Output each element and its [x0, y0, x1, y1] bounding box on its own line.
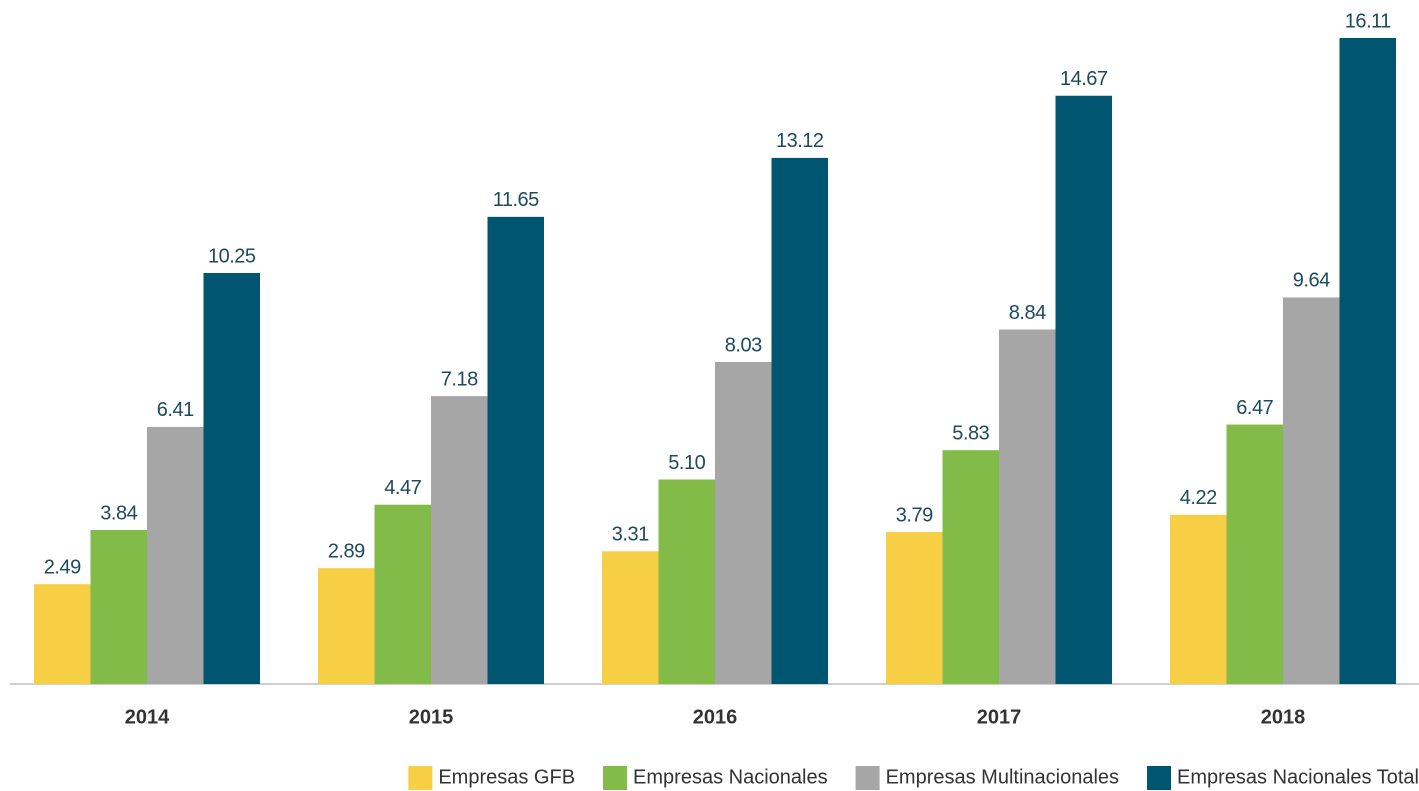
bar	[886, 532, 943, 684]
bar	[487, 216, 544, 684]
legend-swatch	[603, 766, 628, 790]
bar	[374, 504, 431, 684]
bar	[1226, 424, 1283, 684]
value-label: 4.47	[384, 477, 421, 499]
value-label: 3.84	[100, 502, 137, 524]
value-label: 9.64	[1293, 270, 1330, 292]
bar	[1170, 514, 1227, 684]
bar	[658, 479, 715, 684]
x-tick-label: 2016	[693, 706, 738, 728]
value-label: 8.03	[725, 334, 762, 356]
bar	[34, 584, 91, 684]
bar	[147, 426, 204, 684]
value-label: 16.11	[1345, 10, 1391, 32]
bar	[999, 329, 1056, 684]
bar	[431, 396, 488, 684]
value-label: 2.89	[328, 540, 365, 562]
value-label: 14.67	[1060, 68, 1108, 90]
value-label: 6.47	[1236, 397, 1273, 419]
value-label: 3.79	[896, 504, 933, 526]
value-label: 4.22	[1180, 487, 1217, 509]
bar	[942, 450, 999, 684]
x-tick-label: 2018	[1261, 706, 1306, 728]
legend-swatch	[1147, 766, 1172, 790]
legend-label: Empresas Multinacionales	[886, 766, 1119, 788]
value-label: 10.25	[208, 245, 256, 267]
x-tick-label: 2015	[409, 706, 454, 728]
value-label: 2.49	[44, 556, 81, 578]
legend-label: Empresas GFB	[438, 766, 575, 788]
bar	[602, 551, 659, 684]
legend-swatch	[408, 766, 433, 790]
value-label: 11.65	[493, 189, 539, 211]
value-label: 5.83	[952, 423, 989, 445]
legend-swatch	[855, 766, 880, 790]
value-label: 13.12	[776, 130, 824, 152]
bar	[90, 530, 147, 684]
legend-label: Empresas Nacionales Total	[1177, 766, 1419, 788]
bar	[771, 157, 828, 684]
bar	[318, 568, 375, 684]
value-label: 7.18	[441, 368, 478, 390]
x-tick-label: 2014	[125, 706, 170, 728]
value-label: 3.31	[612, 524, 649, 546]
x-tick-label: 2017	[977, 706, 1022, 728]
bar	[1339, 38, 1396, 684]
value-label: 6.41	[157, 399, 194, 421]
legend-label: Empresas Nacionales	[633, 766, 828, 788]
bar	[203, 272, 260, 684]
value-label: 8.84	[1009, 302, 1046, 324]
bar	[715, 362, 772, 684]
bar	[1283, 297, 1340, 684]
bar	[1055, 95, 1112, 684]
value-label: 5.10	[668, 452, 705, 474]
